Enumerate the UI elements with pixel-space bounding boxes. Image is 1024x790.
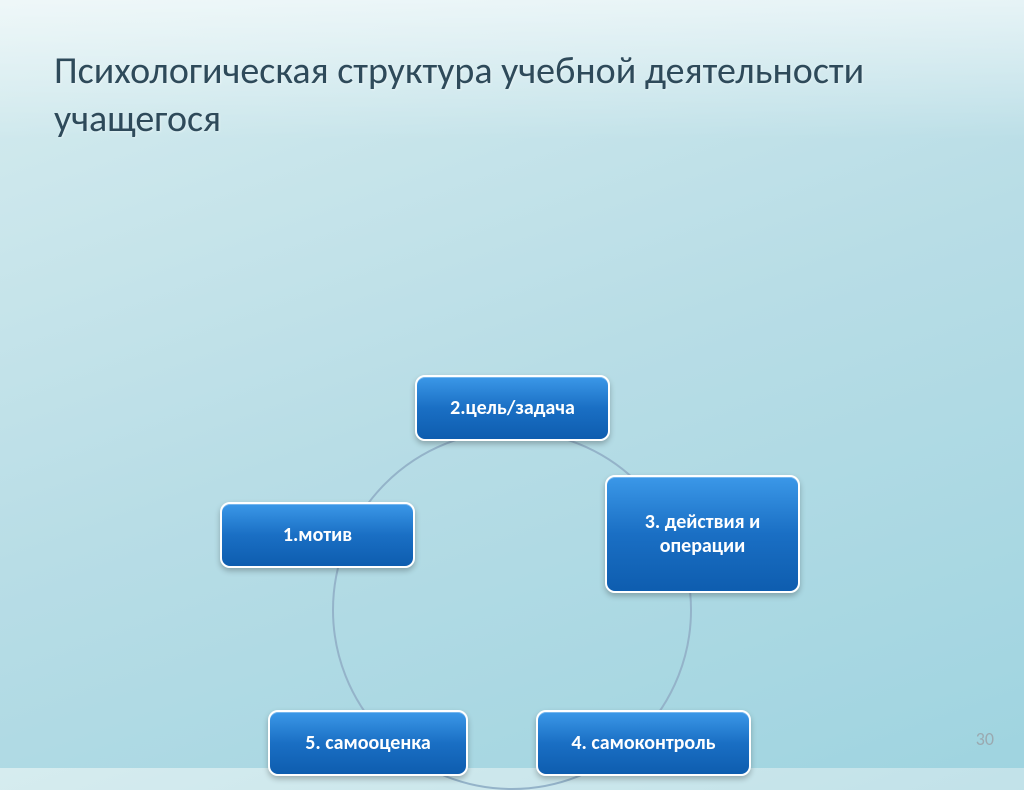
node-selfcontrol: 4. самоконтроль xyxy=(536,710,751,776)
node-motive: 1.мотив xyxy=(220,502,415,568)
cycle-diagram: 2.цель/задача 3. действия и операции 4. … xyxy=(0,180,1024,768)
node-selfesteem: 5. самооценка xyxy=(268,710,468,776)
slide-number: 30 xyxy=(976,728,994,750)
node-actions: 3. действия и операции xyxy=(605,475,800,593)
node-goal: 2.цель/задача xyxy=(415,375,610,441)
slide-title: Психологическая структура учебной деятел… xyxy=(54,48,970,143)
